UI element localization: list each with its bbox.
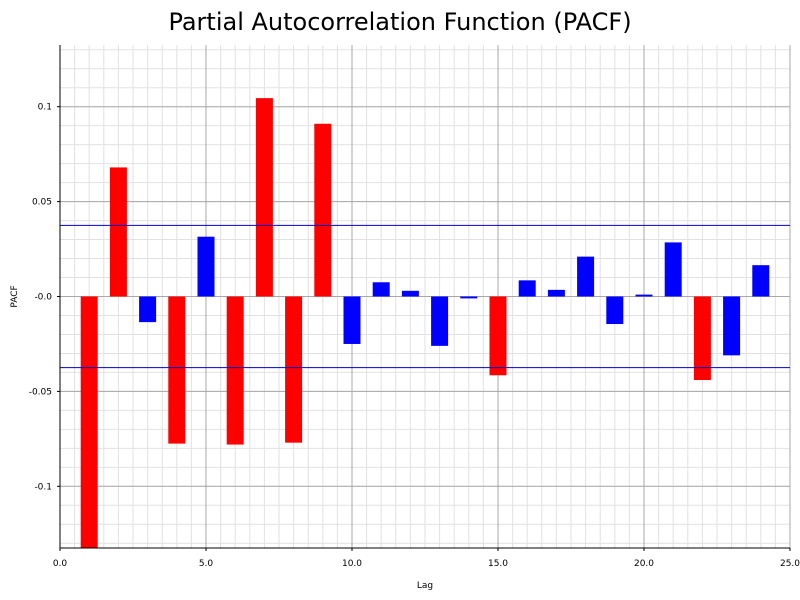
x-axis-label: Lag <box>417 581 433 591</box>
y-tick-label: 0.05 <box>32 198 52 208</box>
x-tick-label: 5.0 <box>199 559 214 569</box>
x-tick-label: 20.0 <box>634 559 654 569</box>
pacf-bar <box>168 296 186 444</box>
y-tick-label: -0.1 <box>34 482 52 492</box>
pacf-bar <box>255 98 273 297</box>
pacf-bar <box>401 290 419 297</box>
pacf-bar <box>489 296 507 376</box>
bars <box>80 98 770 548</box>
pacf-bar <box>343 296 361 344</box>
x-tick-label: 0.0 <box>53 559 68 569</box>
axes <box>57 45 791 551</box>
pacf-bar <box>139 296 157 323</box>
confidence-bands <box>60 224 790 369</box>
pacf-bar <box>635 294 653 297</box>
pacf-bar <box>752 265 770 297</box>
pacf-bar <box>431 296 449 346</box>
pacf-bar <box>285 296 303 443</box>
pacf-bar <box>197 236 215 297</box>
pacf-bar <box>547 289 565 297</box>
x-tick-label: 10.0 <box>342 559 362 569</box>
pacf-bar <box>664 242 682 297</box>
x-tick-label: 15.0 <box>488 559 508 569</box>
pacf-bar <box>518 280 536 297</box>
chart-title: Partial Autocorrelation Function (PACF) <box>168 8 632 36</box>
pacf-bar <box>372 282 390 297</box>
pacf-bar <box>314 123 332 297</box>
pacf-bar <box>226 296 244 445</box>
y-tick-label: 0.1 <box>38 103 52 113</box>
pacf-bar <box>693 296 711 381</box>
pacf-bar <box>723 296 741 356</box>
y-axis-label: PACF <box>10 285 20 307</box>
pacf-bar <box>606 296 624 325</box>
tick-labels: 0.0 5.0 10.0 15.0 20.0 25.0 0.1 0.05 -0.0 -0.05 -0… <box>29 103 800 569</box>
pacf-bar <box>460 296 478 299</box>
pacf-bar <box>109 167 127 297</box>
y-tick-label: -0.0 <box>34 293 52 303</box>
x-tick-label: 25.0 <box>780 559 800 569</box>
pacf-bar <box>80 296 98 548</box>
pacf-bar <box>577 256 595 297</box>
y-tick-label: -0.05 <box>29 387 52 397</box>
